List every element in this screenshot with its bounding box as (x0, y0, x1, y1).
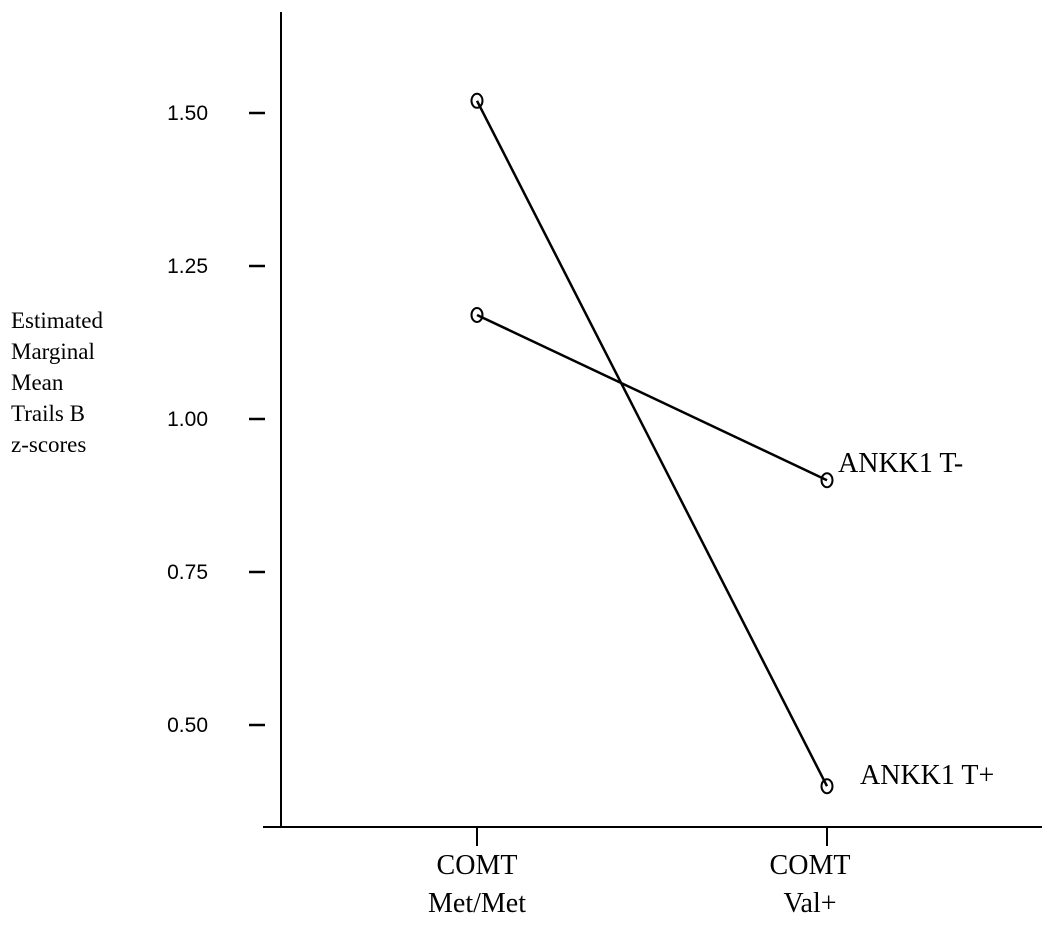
y-axis-label-line: Estimated (11, 308, 103, 333)
series-label-ankk1-t-plus: ANKK1 T+ (860, 760, 994, 791)
series-line (476, 313, 828, 482)
x-category-label-line: Met/Met (428, 888, 526, 919)
y-tick-label: 0.50 (167, 714, 208, 737)
x-ticks (476, 827, 828, 846)
y-tick-label: 1.00 (167, 408, 208, 431)
y-axis-label-line: Mean (11, 370, 64, 395)
y-axis-label-line: z-scores (11, 432, 86, 457)
y-tick-label: 1.25 (167, 255, 208, 278)
series-point (470, 306, 484, 323)
series-line (475, 100, 829, 787)
y-axis-label-line: Trails B (11, 401, 85, 426)
x-category-label-line: COMT (437, 850, 518, 881)
axes (263, 12, 1042, 828)
series-label-ankk1-t-minus: ANKK1 T- (838, 448, 963, 479)
y-tick-label: 1.50 (167, 102, 208, 125)
x-category-labels: COMT Met/Met COMT Val+ (428, 850, 850, 919)
series-group (470, 92, 834, 795)
y-tick-label: 0.75 (167, 561, 208, 584)
y-axis-label-line: Marginal (11, 339, 95, 364)
x-category-label-line: COMT (770, 850, 851, 881)
x-category-label-line: Val+ (783, 888, 836, 919)
y-axis-label: Estimated Marginal Mean Trails B z-score… (11, 308, 103, 457)
series-point (470, 92, 484, 109)
y-ticks: 0.50 0.75 1.00 1.25 1.50 (167, 102, 265, 737)
series-point (820, 778, 834, 795)
series-labels: ANKK1 T- ANKK1 T+ (838, 448, 994, 791)
series-point (820, 472, 834, 489)
